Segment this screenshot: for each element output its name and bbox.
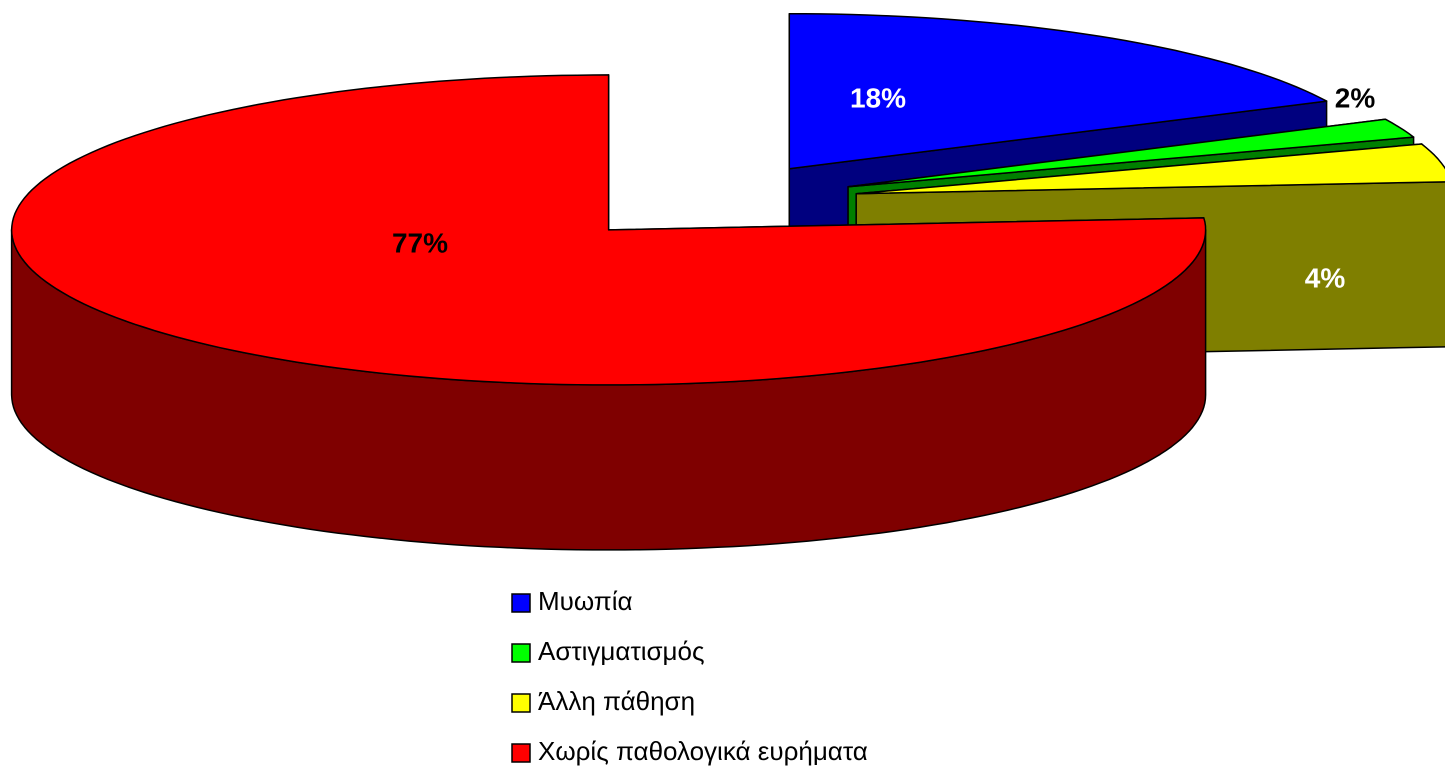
pie-slice — [10, 74, 1207, 551]
slice-top — [788, 12, 1328, 170]
legend-label: Χωρίς παθολογικά ευρήματα — [538, 736, 868, 766]
legend-label: Αστιγματισμός — [538, 636, 705, 666]
slice-top — [847, 118, 1415, 188]
data-label: 2% — [1335, 82, 1376, 113]
slice-top — [10, 74, 1207, 386]
data-label: 4% — [1305, 262, 1346, 293]
data-label: 18% — [850, 82, 906, 113]
data-label: 77% — [392, 227, 448, 258]
legend-swatch — [511, 593, 531, 613]
legend-label: Μυωπία — [538, 586, 633, 616]
legend-swatch — [511, 743, 531, 763]
legend-label: Άλλη πάθηση — [538, 686, 695, 716]
legend-swatch — [511, 643, 531, 663]
slice-top — [855, 143, 1445, 195]
legend-swatch — [511, 693, 531, 713]
